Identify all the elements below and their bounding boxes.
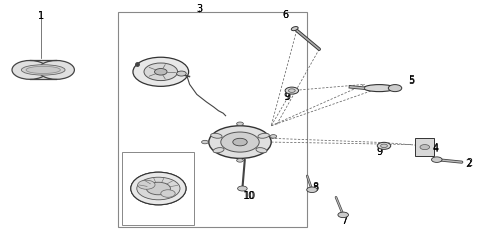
Ellipse shape <box>258 134 269 139</box>
Ellipse shape <box>38 61 74 80</box>
Text: 7: 7 <box>341 216 348 226</box>
Circle shape <box>221 132 259 152</box>
Circle shape <box>202 141 208 144</box>
Bar <box>30 61 57 80</box>
Circle shape <box>233 139 247 146</box>
Circle shape <box>381 144 387 148</box>
Ellipse shape <box>131 172 186 205</box>
Text: 9: 9 <box>284 92 289 102</box>
Circle shape <box>285 88 299 95</box>
Text: 1: 1 <box>38 11 44 21</box>
Circle shape <box>177 72 186 77</box>
Circle shape <box>133 58 189 87</box>
Circle shape <box>237 159 243 162</box>
Circle shape <box>161 190 175 198</box>
Text: 4: 4 <box>432 142 438 152</box>
Circle shape <box>377 143 391 150</box>
Circle shape <box>307 187 317 193</box>
Text: 6: 6 <box>283 10 288 20</box>
Text: 2: 2 <box>466 158 473 168</box>
Text: 10: 10 <box>243 190 256 200</box>
Circle shape <box>144 64 178 81</box>
Ellipse shape <box>256 148 267 153</box>
Text: 8: 8 <box>313 182 319 192</box>
Ellipse shape <box>364 85 395 92</box>
Ellipse shape <box>213 148 224 153</box>
Circle shape <box>155 69 167 76</box>
Text: 3: 3 <box>196 4 202 14</box>
Circle shape <box>138 180 155 190</box>
Text: 9: 9 <box>376 146 382 156</box>
Bar <box>118 12 307 228</box>
Circle shape <box>137 178 180 200</box>
Circle shape <box>237 122 243 126</box>
Text: 5: 5 <box>408 75 415 85</box>
Ellipse shape <box>211 134 222 139</box>
Text: 8: 8 <box>313 182 319 192</box>
Text: 6: 6 <box>283 10 288 20</box>
Text: 9: 9 <box>376 146 382 156</box>
Text: 9: 9 <box>284 92 290 102</box>
Circle shape <box>432 157 442 163</box>
Text: 1: 1 <box>38 10 44 20</box>
Text: 3: 3 <box>196 4 202 14</box>
Bar <box>122 152 194 225</box>
Ellipse shape <box>12 61 48 80</box>
Text: 4: 4 <box>432 143 438 153</box>
Text: 2: 2 <box>465 158 471 168</box>
Circle shape <box>420 145 430 150</box>
Circle shape <box>238 186 247 191</box>
Bar <box>415 139 434 156</box>
Circle shape <box>388 85 402 92</box>
Ellipse shape <box>26 67 60 74</box>
Circle shape <box>146 182 170 195</box>
Ellipse shape <box>291 28 298 32</box>
Text: 7: 7 <box>341 215 348 225</box>
Ellipse shape <box>21 66 65 76</box>
Circle shape <box>209 126 271 159</box>
Text: 5: 5 <box>408 76 415 86</box>
Circle shape <box>270 135 276 138</box>
Text: 10: 10 <box>243 190 255 200</box>
Circle shape <box>288 90 295 93</box>
Circle shape <box>338 212 348 218</box>
